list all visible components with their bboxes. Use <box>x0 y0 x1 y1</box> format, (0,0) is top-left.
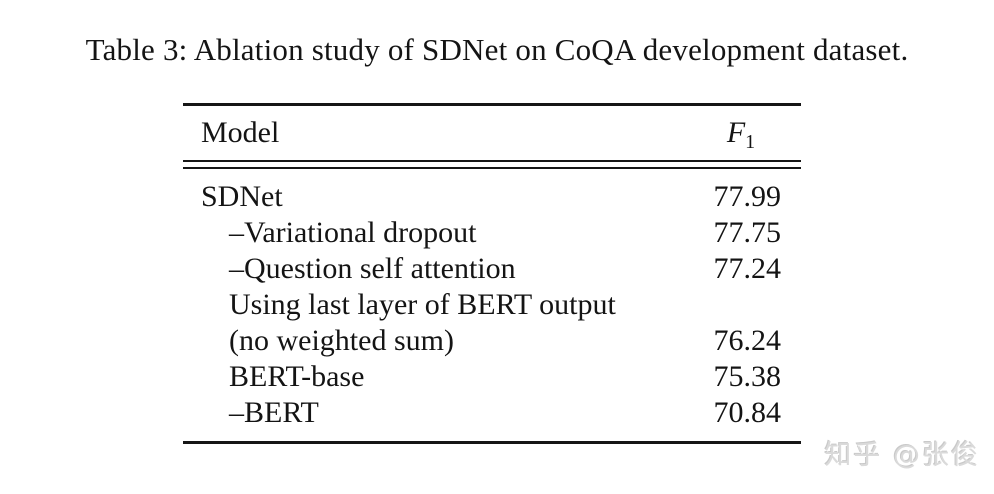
ablation-table: Model F1 SDNet 77.99 –Variational dropou… <box>183 103 801 444</box>
model-cell: Using last layer of BERT output <box>229 288 616 321</box>
f1-cell: 75.38 <box>713 360 782 393</box>
f1-cell: 77.75 <box>713 216 782 249</box>
model-cell: –Question self attention <box>229 252 516 285</box>
header-double-rule-bottom <box>183 167 801 169</box>
table-header-row: Model F1 <box>183 106 801 160</box>
table-bottom-rule <box>183 441 801 444</box>
table-row: –BERT 70.84 <box>183 395 801 431</box>
table-caption: Table 3: Ablation study of SDNet on CoQA… <box>85 32 909 67</box>
model-cell: BERT-base <box>229 360 365 393</box>
header-double-rule-top <box>183 160 801 162</box>
f1-cell <box>681 287 801 323</box>
f1-cell: 76.24 <box>713 324 782 357</box>
table-row: SDNet 77.99 <box>183 179 801 215</box>
table-row: Using last layer of BERT output <box>183 287 801 323</box>
f1-cell: 77.99 <box>713 180 782 213</box>
model-cell: (no weighted sum) <box>229 324 454 357</box>
f1-cell: 77.24 <box>713 252 782 285</box>
table-row: –Question self attention 77.24 <box>183 251 801 287</box>
model-cell: –BERT <box>229 396 319 429</box>
watermark: 知乎 @张俊 <box>824 440 980 471</box>
table-body: SDNet 77.99 –Variational dropout 77.75 –… <box>183 169 801 441</box>
table-row: (no weighted sum) 76.24 <box>183 323 801 359</box>
table-top-rule <box>183 103 801 106</box>
table-row: BERT-base 75.38 <box>183 359 801 395</box>
model-cell: –Variational dropout <box>229 216 477 249</box>
column-header-model: Model <box>201 116 280 149</box>
table-row: –Variational dropout 77.75 <box>183 215 801 251</box>
f1-letter: F <box>726 116 746 149</box>
f1-subscript: 1 <box>745 131 756 153</box>
column-header-f1: F1 <box>681 116 801 153</box>
model-cell: SDNet <box>201 180 283 213</box>
f1-cell: 70.84 <box>713 396 782 429</box>
